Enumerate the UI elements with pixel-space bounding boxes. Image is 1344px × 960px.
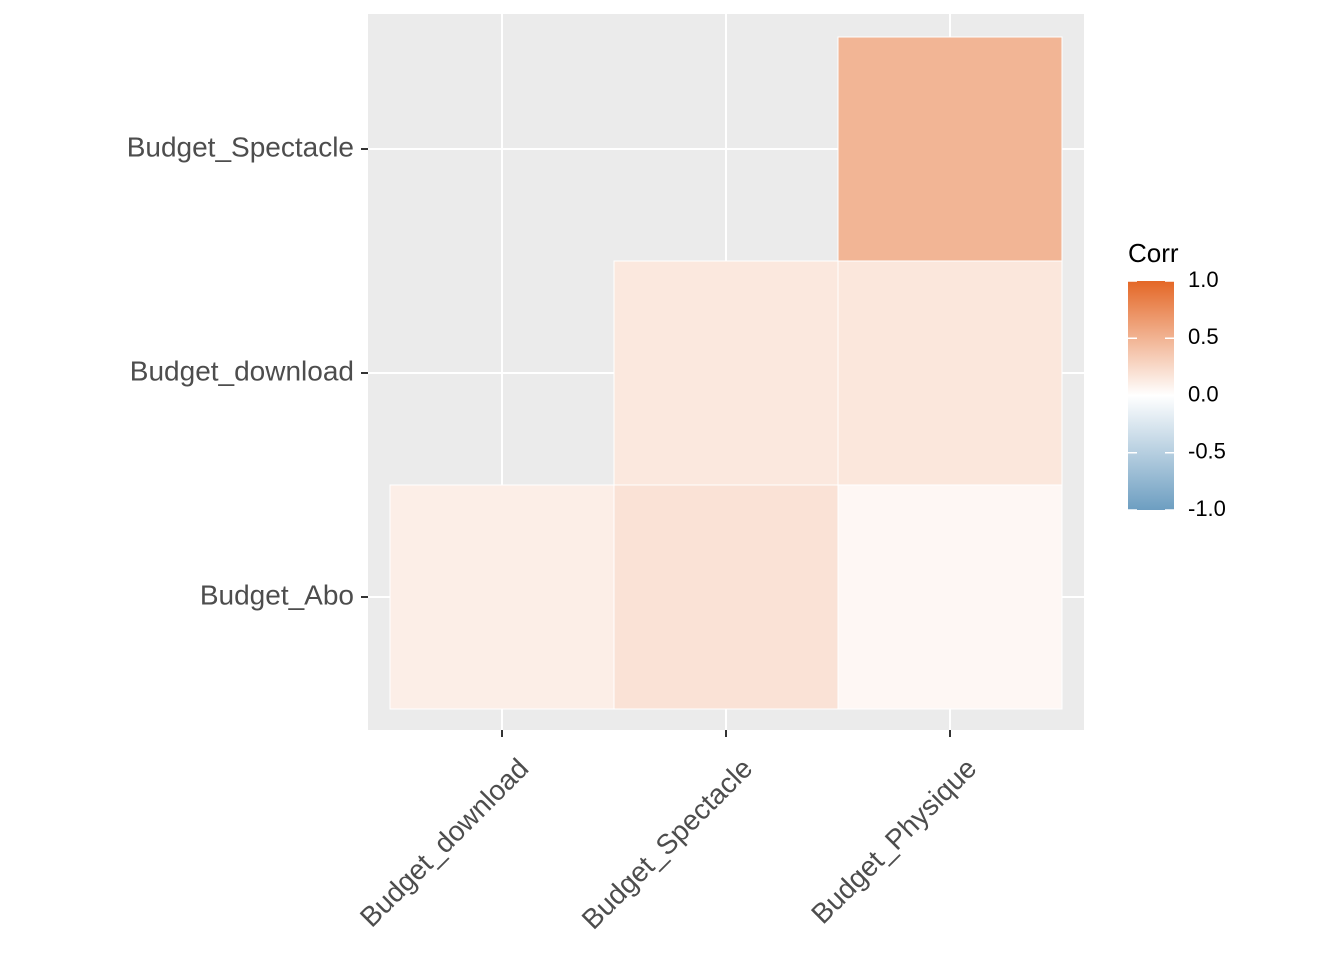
heatmap-cell bbox=[837, 260, 1063, 486]
x-tick-label: Budget_download bbox=[354, 752, 534, 932]
heatmap-cells bbox=[389, 36, 1063, 710]
heatmap-cell bbox=[613, 484, 839, 710]
legend-title: Corr bbox=[1128, 238, 1179, 268]
heatmap-cell bbox=[837, 484, 1063, 710]
x-tick-label: Budget_Spectacle bbox=[576, 752, 759, 935]
heatmap-cell bbox=[837, 36, 1063, 262]
x-tick-label: Budget_Physique bbox=[805, 752, 982, 929]
legend-ticks: 1.0 0.5 0.0 -0.5 -1.0 bbox=[1128, 267, 1226, 521]
legend-tick-label: 0.0 bbox=[1188, 381, 1219, 406]
legend-tick-label: -0.5 bbox=[1188, 439, 1226, 464]
legend: Corr 1.0 0.5 0.0 -0.5 -1.0 bbox=[1128, 238, 1226, 521]
legend-tick-label: 1.0 bbox=[1188, 267, 1219, 292]
legend-tick-label: -1.0 bbox=[1188, 496, 1226, 521]
y-tick-label: Budget_Spectacle bbox=[127, 131, 354, 162]
heatmap-cell bbox=[613, 260, 839, 486]
legend-tick-label: 0.5 bbox=[1188, 324, 1219, 349]
y-axis: Budget_Abo Budget_download Budget_Spectacl… bbox=[127, 131, 368, 610]
x-axis: Budget_download Budget_Spectacle Budget_Ph… bbox=[354, 730, 982, 935]
heatmap-cell bbox=[389, 484, 615, 710]
y-tick-label: Budget_Abo bbox=[200, 579, 354, 610]
y-tick-label: Budget_download bbox=[130, 355, 354, 386]
